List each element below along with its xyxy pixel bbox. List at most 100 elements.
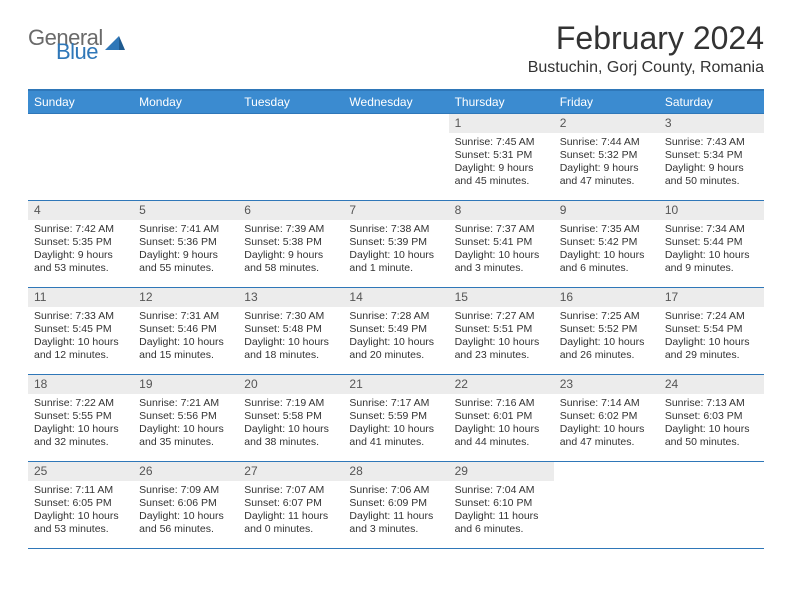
day-14: 14Sunrise: 7:28 AMSunset: 5:49 PMDayligh… (343, 288, 448, 374)
day-body: Sunrise: 7:34 AMSunset: 5:44 PMDaylight:… (659, 222, 764, 280)
day-daylight2: and 6 minutes. (455, 523, 548, 536)
day-sunrise: Sunrise: 7:14 AM (560, 397, 653, 410)
day-sunrise: Sunrise: 7:27 AM (455, 310, 548, 323)
day-sunrise: Sunrise: 7:06 AM (349, 484, 442, 497)
day-number: 5 (133, 201, 238, 220)
day-daylight1: Daylight: 10 hours (455, 336, 548, 349)
location: Bustuchin, Gorj County, Romania (528, 59, 764, 77)
day-body: Sunrise: 7:44 AMSunset: 5:32 PMDaylight:… (554, 135, 659, 193)
day-16: 16Sunrise: 7:25 AMSunset: 5:52 PMDayligh… (554, 288, 659, 374)
day-sunset: Sunset: 5:44 PM (665, 236, 758, 249)
day-sunset: Sunset: 5:46 PM (139, 323, 232, 336)
day-body: Sunrise: 7:41 AMSunset: 5:36 PMDaylight:… (133, 222, 238, 280)
weekday-tuesday: Tuesday (238, 91, 343, 113)
day-number: 19 (133, 375, 238, 394)
day-number: 6 (238, 201, 343, 220)
day-body: Sunrise: 7:43 AMSunset: 5:34 PMDaylight:… (659, 135, 764, 193)
day-body: Sunrise: 7:09 AMSunset: 6:06 PMDaylight:… (133, 483, 238, 541)
day-19: 19Sunrise: 7:21 AMSunset: 5:56 PMDayligh… (133, 375, 238, 461)
day-daylight2: and 47 minutes. (560, 175, 653, 188)
day-sunset: Sunset: 5:59 PM (349, 410, 442, 423)
day-number: 15 (449, 288, 554, 307)
day-sunset: Sunset: 5:51 PM (455, 323, 548, 336)
day-number: 26 (133, 462, 238, 481)
day-sunset: Sunset: 5:54 PM (665, 323, 758, 336)
day-daylight1: Daylight: 10 hours (34, 423, 127, 436)
day-daylight1: Daylight: 10 hours (349, 423, 442, 436)
day-daylight1: Daylight: 11 hours (455, 510, 548, 523)
day-daylight1: Daylight: 10 hours (139, 336, 232, 349)
day-daylight1: Daylight: 11 hours (349, 510, 442, 523)
day-number (659, 462, 764, 481)
day-sunrise: Sunrise: 7:41 AM (139, 223, 232, 236)
day-daylight1: Daylight: 10 hours (455, 423, 548, 436)
day-daylight2: and 38 minutes. (244, 436, 337, 449)
day-5: 5 Sunrise: 7:41 AMSunset: 5:36 PMDaylight… (133, 201, 238, 287)
week-row: 25Sunrise: 7:11 AMSunset: 6:05 PMDayligh… (28, 461, 764, 548)
day-sunset: Sunset: 6:01 PM (455, 410, 548, 423)
day-daylight1: Daylight: 10 hours (349, 249, 442, 262)
day-sunrise: Sunrise: 7:21 AM (139, 397, 232, 410)
day-daylight1: Daylight: 10 hours (244, 336, 337, 349)
day-body: Sunrise: 7:30 AMSunset: 5:48 PMDaylight:… (238, 309, 343, 367)
day-daylight2: and 53 minutes. (34, 523, 127, 536)
day-6: 6Sunrise: 7:39 AMSunset: 5:38 PMDaylight… (238, 201, 343, 287)
day-daylight1: Daylight: 10 hours (349, 336, 442, 349)
day-body: Sunrise: 7:11 AMSunset: 6:05 PMDaylight:… (28, 483, 133, 541)
day-12: 12Sunrise: 7:31 AMSunset: 5:46 PMDayligh… (133, 288, 238, 374)
weekday-header-row: SundayMondayTuesdayWednesdayThursdayFrid… (28, 91, 764, 113)
day-number: 1 (449, 114, 554, 133)
day-13: 13 Sunrise: 7:30 AMSunset: 5:48 PMDayligh… (238, 288, 343, 374)
day-sunset: Sunset: 5:56 PM (139, 410, 232, 423)
day-sunrise: Sunrise: 7:11 AM (34, 484, 127, 497)
day-sunset: Sunset: 5:35 PM (34, 236, 127, 249)
day-sunset: Sunset: 5:38 PM (244, 236, 337, 249)
day-sunrise: Sunrise: 7:24 AM (665, 310, 758, 323)
day-18: 18Sunrise: 7:22 AMSunset: 5:55 PMDayligh… (28, 375, 133, 461)
day-number: 10 (659, 201, 764, 220)
day-number: 20 (238, 375, 343, 394)
day-number: 29 (449, 462, 554, 481)
day-body: Sunrise: 7:14 AMSunset: 6:02 PMDaylight:… (554, 396, 659, 454)
day-daylight1: Daylight: 10 hours (665, 336, 758, 349)
day-daylight1: Daylight: 10 hours (665, 249, 758, 262)
weekday-friday: Friday (554, 91, 659, 113)
day-sunset: Sunset: 5:49 PM (349, 323, 442, 336)
day-number: 18 (28, 375, 133, 394)
week-row: 11Sunrise: 7:33 AMSunset: 5:45 PMDayligh… (28, 287, 764, 374)
day-24: 24Sunrise: 7:13 AMSunset: 6:03 PMDayligh… (659, 375, 764, 461)
day-body: Sunrise: 7:17 AMSunset: 5:59 PMDaylight:… (343, 396, 448, 454)
logo-triangle-icon (105, 36, 125, 54)
day-sunset: Sunset: 5:31 PM (455, 149, 548, 162)
day-number: 2 (554, 114, 659, 133)
day-daylight1: Daylight: 10 hours (139, 510, 232, 523)
day-body: Sunrise: 7:04 AMSunset: 6:10 PMDaylight:… (449, 483, 554, 541)
day-sunset: Sunset: 5:41 PM (455, 236, 548, 249)
day-body: Sunrise: 7:19 AMSunset: 5:58 PMDaylight:… (238, 396, 343, 454)
logo: General Blue (28, 28, 125, 62)
weekday-wednesday: Wednesday (343, 91, 448, 113)
day-daylight1: Daylight: 9 hours (139, 249, 232, 262)
day-11: 11Sunrise: 7:33 AMSunset: 5:45 PMDayligh… (28, 288, 133, 374)
day-daylight1: Daylight: 10 hours (34, 336, 127, 349)
day-27: 27Sunrise: 7:07 AMSunset: 6:07 PMDayligh… (238, 462, 343, 548)
day-body: Sunrise: 7:07 AMSunset: 6:07 PMDaylight:… (238, 483, 343, 541)
day-number: 13 (238, 288, 343, 307)
day-body: Sunrise: 7:35 AMSunset: 5:42 PMDaylight:… (554, 222, 659, 280)
day-number: 3 (659, 114, 764, 133)
day-body: Sunrise: 7:37 AMSunset: 5:41 PMDaylight:… (449, 222, 554, 280)
day-daylight2: and 53 minutes. (34, 262, 127, 275)
day-number: 23 (554, 375, 659, 394)
day-empty (238, 114, 343, 200)
day-daylight1: Daylight: 10 hours (455, 249, 548, 262)
day-daylight2: and 47 minutes. (560, 436, 653, 449)
day-22: 22Sunrise: 7:16 AMSunset: 6:01 PMDayligh… (449, 375, 554, 461)
day-daylight2: and 15 minutes. (139, 349, 232, 362)
day-daylight1: Daylight: 9 hours (455, 162, 548, 175)
day-body: Sunrise: 7:16 AMSunset: 6:01 PMDaylight:… (449, 396, 554, 454)
day-body: Sunrise: 7:27 AMSunset: 5:51 PMDaylight:… (449, 309, 554, 367)
day-sunrise: Sunrise: 7:07 AM (244, 484, 337, 497)
day-daylight2: and 58 minutes. (244, 262, 337, 275)
day-daylight2: and 35 minutes. (139, 436, 232, 449)
calendar: SundayMondayTuesdayWednesdayThursdayFrid… (28, 89, 764, 549)
